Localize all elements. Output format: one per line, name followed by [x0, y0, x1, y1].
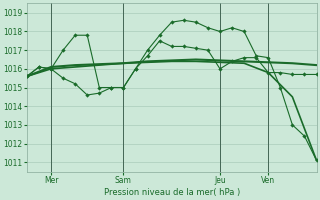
X-axis label: Pression niveau de la mer( hPa ): Pression niveau de la mer( hPa )	[104, 188, 240, 197]
